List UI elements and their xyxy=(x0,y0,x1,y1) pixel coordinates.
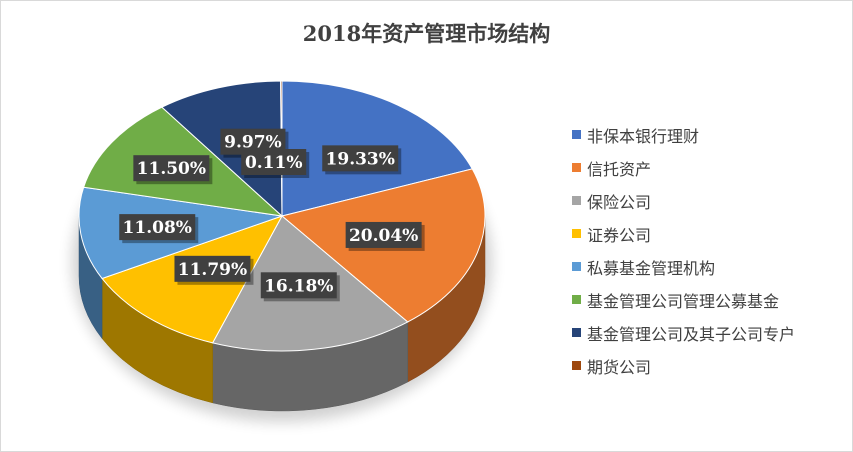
legend-label: 私募基金管理机构 xyxy=(587,258,716,278)
legend-swatch xyxy=(572,295,581,304)
data-label-5: 11.08% xyxy=(119,214,199,244)
data-label-6: 11.50% xyxy=(133,155,213,185)
legend-item: 保险公司 xyxy=(572,184,795,217)
legend-label: 证券公司 xyxy=(587,225,652,245)
legend-label: 非保本银行理财 xyxy=(587,126,700,146)
svg-text:11.08%: 11.08% xyxy=(123,218,192,238)
pie-sides xyxy=(78,215,486,412)
svg-text:20.04%: 20.04% xyxy=(349,226,418,246)
legend-swatch xyxy=(572,196,581,205)
legend-label: 保险公司 xyxy=(587,192,652,212)
legend-swatch xyxy=(572,163,581,172)
svg-text:9.97%: 9.97% xyxy=(224,133,282,153)
legend-item: 私募基金管理机构 xyxy=(572,250,795,283)
legend-item: 信托资产 xyxy=(572,151,795,184)
svg-text:11.79%: 11.79% xyxy=(178,260,247,280)
data-label-3: 16.18% xyxy=(260,272,340,302)
legend-item: 基金管理公司管理公募基金 xyxy=(572,283,795,316)
svg-text:0.11%: 0.11% xyxy=(245,153,303,173)
legend: 非保本银行理财 信托资产保险公司证券公司私募基金管理机构基金管理公司管理公募基金基… xyxy=(572,118,795,382)
legend-swatch xyxy=(572,229,581,238)
svg-text:16.18%: 16.18% xyxy=(264,276,333,296)
legend-swatch xyxy=(572,130,581,139)
data-label-2: 20.04% xyxy=(345,221,425,251)
data-label-1: 19.33% xyxy=(322,145,402,175)
legend-item: 基金管理公司及其子公司专户 xyxy=(572,316,795,349)
svg-text:11.50%: 11.50% xyxy=(137,159,206,179)
legend-label: 期货公司 xyxy=(587,357,652,377)
data-labels: 19.33% 20.04% 16.18% 11.79% 11.08% 11.50% 9.97… xyxy=(119,128,425,302)
legend-swatch xyxy=(572,328,581,337)
svg-text:19.33%: 19.33% xyxy=(326,149,395,169)
legend-item: 期货公司 xyxy=(572,349,795,382)
data-label-8: 0.11% xyxy=(241,149,310,179)
legend-item: 非保本银行理财 xyxy=(572,118,795,151)
legend-label: 信托资产 xyxy=(587,159,652,179)
legend-label: 基金管理公司管理公募基金 xyxy=(587,291,780,311)
legend-swatch xyxy=(572,361,581,370)
legend-swatch xyxy=(572,262,581,271)
chart-title: 2018年资产管理市场结构 xyxy=(302,21,551,46)
legend-item: 证券公司 xyxy=(572,217,795,250)
legend-label: 基金管理公司及其子公司专户 xyxy=(587,324,796,344)
data-label-4: 11.79% xyxy=(174,255,254,285)
